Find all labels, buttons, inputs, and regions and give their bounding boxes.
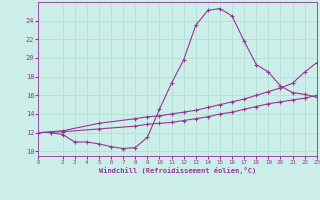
- X-axis label: Windchill (Refroidissement éolien,°C): Windchill (Refroidissement éolien,°C): [99, 167, 256, 174]
